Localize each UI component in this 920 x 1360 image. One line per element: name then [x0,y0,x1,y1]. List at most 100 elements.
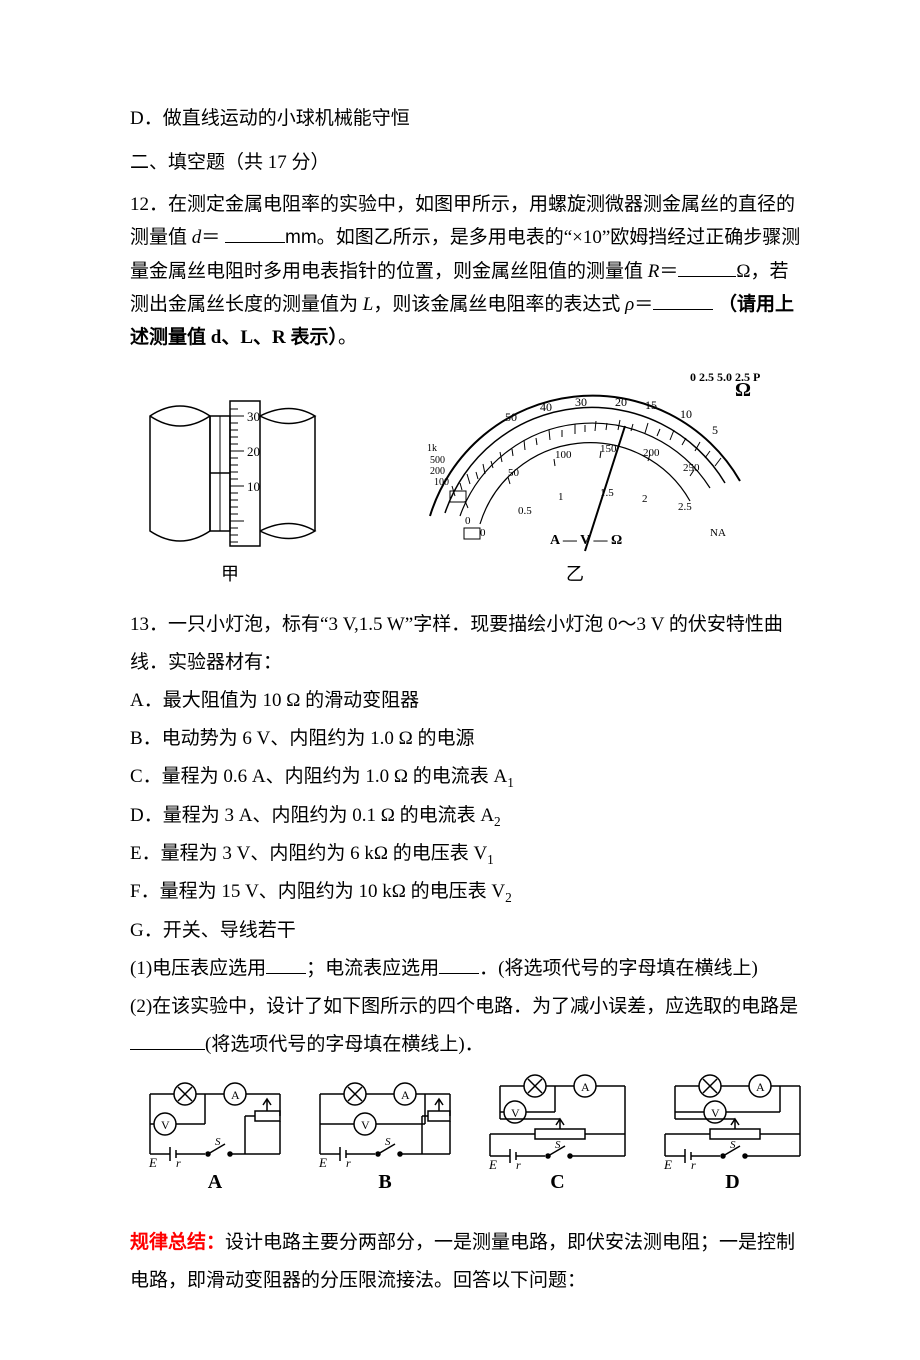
mt-i4: 2 [642,493,648,505]
q13-optF: F．量程为 15 V、内阻约为 10 kΩ 的电压表 V2 [130,873,805,911]
cA-V: V [161,1118,170,1132]
summary: 规律总结：设计电路主要分两部分，一是测量电路，即伏安法测电阻；一是控制电路，即滑… [130,1224,805,1300]
cA-r: r [176,1156,181,1169]
q13-optE: E．量程为 3 V、内阻约为 6 kΩ 的电压表 V1 [130,835,805,873]
mt-t2: 30 [575,395,587,409]
q13-optC: C．量程为 0.6 A、内阻约为 1.0 Ω 的电流表 A1 [130,758,805,796]
mt-l3: 100 [434,477,449,488]
cD-E: E [663,1157,672,1169]
cC-V: V [511,1106,520,1120]
circuit-label-A: A [140,1171,290,1194]
q12-period: 。 [338,327,357,348]
mt-i1: 0.5 [518,505,532,517]
meter-na: NA [710,527,726,539]
q12-eq1: ＝ [201,227,220,248]
q12-num: 12． [130,194,168,215]
q13-intro: 13．一只小灯泡，标有“3 V,1.5 W”字样．现要描绘小灯泡 0～3 V 的… [130,606,805,682]
fig-label-b: 乙 [390,560,760,586]
cC-A: A [581,1080,590,1094]
multimeter-icon: 0 2.5 5.0 2.5 P 50 [390,366,760,556]
q13-optE-pre: E．量程为 3 V、内阻约为 6 kΩ 的电压表 V [130,843,487,864]
q13-optE-sub: 1 [487,852,494,867]
meter-unit: Ω [735,379,751,401]
q13-s2b: (将选项代号的字母填在横线上)． [205,1034,484,1055]
mt-i0: 0 [480,527,486,539]
multimeter-wrapper: 0 2.5 5.0 2.5 P 50 [390,366,760,586]
q13-s1a: (1)电压表应选用 [130,958,266,979]
mt-t1: 40 [540,400,552,414]
blank-circuit[interactable] [130,1031,205,1050]
circuit-label-C: C [480,1171,635,1194]
cB-A: A [401,1088,410,1102]
cA-E: E [148,1155,157,1169]
mt-i2: 1 [558,491,564,503]
cB-S: S [385,1136,391,1148]
circuit-D: A V E r S D [655,1074,810,1194]
fig-label-a: 甲 [140,560,320,586]
q12-L: L [363,294,374,315]
q13-sub2a: (2)在该实验中，设计了如下图所示的四个电路．为了减小误差，应选取的电路是 [130,988,805,1026]
cD-S: S [730,1139,736,1151]
cB-E: E [318,1155,327,1169]
section2-title: 二、填空题（共 17 分） [130,144,805,182]
mt-m2: 100 [555,449,572,461]
mt-l2: 200 [430,466,445,477]
q12-eq3: ＝ [634,294,653,315]
summary-body: 设计电路主要分两部分，一是测量电路，即伏安法测电阻；一是控制电路，即滑动变阻器的… [130,1232,795,1291]
cB-r: r [346,1156,351,1169]
q13-optC-pre: C．量程为 0.6 A、内阻约为 1.0 Ω 的电流表 A [130,766,507,787]
q13-optC-sub: 1 [507,775,514,790]
cB-V: V [361,1118,370,1132]
q13-s1c: ．(将选项代号的字母填在横线上) [479,958,758,979]
cD-V: V [711,1106,720,1120]
blank-voltmeter[interactable] [266,955,306,974]
q12-text4: ，则该金属丝电阻率的表达式 [373,294,625,315]
q13-sub1: (1)电压表应选用；电流表应选用．(将选项代号的字母填在横线上) [130,950,805,988]
micrometer-icon: 30 20 10 [140,376,320,556]
q12-blank-R[interactable] [678,258,736,277]
q13-num: 13． [130,614,168,635]
q12-blank-d[interactable] [225,224,285,243]
circuit-B: A V E r S B [310,1079,460,1194]
q12-R: R [648,261,660,282]
q13-optD-pre: D．量程为 3 A、内阻约为 0.1 Ω 的电流表 A [130,805,494,826]
mm-tick30: 30 [247,409,260,424]
cD-r: r [691,1158,696,1169]
q13-optA: A．最大阻值为 10 Ω 的滑动变阻器 [130,682,805,720]
summary-head: 规律总结： [130,1232,225,1253]
q13-optF-pre: F．量程为 15 V、内阻约为 10 kΩ 的电压表 V [130,881,505,902]
mm-tick10: 10 [247,479,260,494]
mm-tick20: 20 [247,444,260,459]
circuit-label-B: B [310,1171,460,1194]
mt-m5: 250 [683,462,700,474]
q13-intro-text: 一只小灯泡，标有“3 V,1.5 W”字样．现要描绘小灯泡 0～3 V 的伏安特… [130,614,783,673]
q12-body: 12．在测定金属电阻率的实验中，如图甲所示，用螺旋测微器测金属丝的直径的测量值 … [130,188,805,354]
cD-A: A [756,1080,765,1094]
q13-optF-sub: 2 [505,890,512,905]
q13-optG: G．开关、导线若干 [130,912,805,950]
q12-blank-rho[interactable] [653,291,713,310]
cC-E: E [488,1157,497,1169]
circuit-C: A V E r S C [480,1074,635,1194]
cC-r: r [516,1158,521,1169]
mt-i5: 2.5 [678,501,692,513]
cC-S: S [555,1139,561,1151]
q12-eq2: ＝ [659,261,678,282]
q12-d: d [192,227,202,248]
mt-l0: 1k [427,443,437,454]
cA-A: A [231,1088,240,1102]
q12-rho: ρ [625,294,634,315]
micrometer-wrapper: 30 20 10 甲 [140,376,320,586]
q13-optD-sub: 2 [494,813,501,828]
mt-t4: 15 [645,398,657,412]
q12-figure-row: 30 20 10 甲 0 2.5 5.0 2.5 P [140,366,805,586]
mt-t3: 20 [615,395,627,409]
mt-t0: 50 [505,410,517,424]
mt-t6: 5 [712,423,718,437]
mt-t5: 10 [680,407,692,421]
mt-l1: 500 [430,455,445,466]
blank-ammeter[interactable] [439,955,479,974]
mt-m0: 0 [465,515,471,527]
q11-option-d: D．做直线运动的小球机械能守恒 [130,100,805,138]
q13-optB: B．电动势为 6 V、内阻约为 1.0 Ω 的电源 [130,720,805,758]
